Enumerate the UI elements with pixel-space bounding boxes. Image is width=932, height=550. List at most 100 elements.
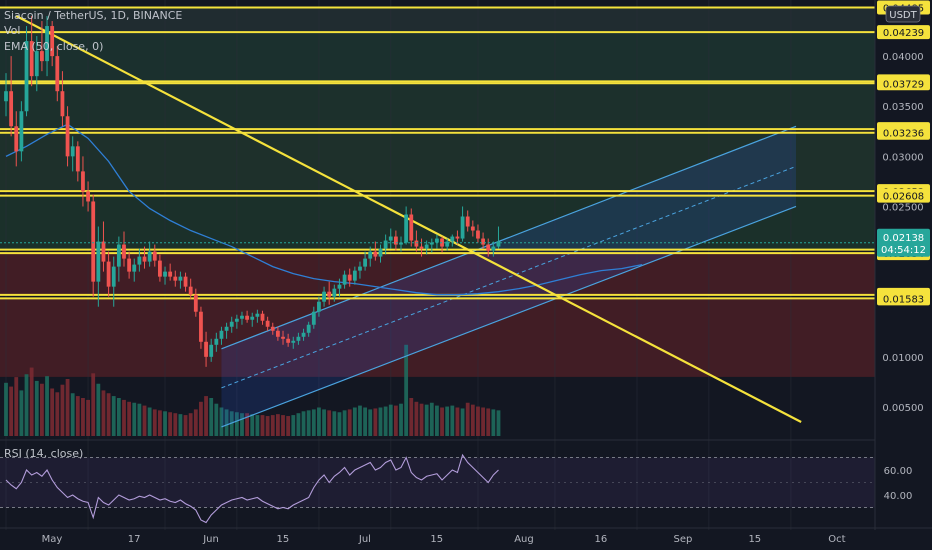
candle-body <box>137 256 142 265</box>
candle-body <box>132 264 137 272</box>
candle-body <box>435 238 439 243</box>
current-price-badge <box>877 228 930 257</box>
volume-bar <box>460 408 465 436</box>
candle-body <box>465 216 470 227</box>
volume-bar <box>404 344 409 436</box>
price-tick-label: 0.03000 <box>882 152 923 163</box>
time-tick-label: Jul <box>358 534 371 545</box>
candle-body <box>476 230 480 239</box>
candle-body <box>101 241 106 262</box>
currency-badge-label: USDT <box>889 10 917 21</box>
candle-body <box>173 276 178 281</box>
candle-body <box>496 241 501 247</box>
candle-body <box>55 56 60 92</box>
time-tick-label: 15 <box>430 534 443 545</box>
volume-bar <box>183 415 188 436</box>
volume-bar <box>373 408 378 436</box>
volume-bar <box>234 412 239 436</box>
candle-body <box>127 258 132 272</box>
time-axis[interactable]: May 17 Jun 15 Jul 15 Aug 16 Sep 15 Oct <box>0 527 932 545</box>
volume-bar <box>34 380 39 436</box>
candle-body <box>147 251 152 262</box>
volume-bar <box>127 401 132 436</box>
candle-body <box>286 338 291 343</box>
candle-body <box>106 261 111 287</box>
volume-bar <box>45 376 49 436</box>
volume-bar <box>450 405 455 436</box>
candle-body <box>168 271 173 277</box>
time-tick-label: Sep <box>674 534 693 545</box>
volume-bar <box>301 411 306 436</box>
volume-bar <box>260 415 265 436</box>
volume-bars <box>4 344 501 436</box>
candle-body <box>224 326 229 331</box>
candle-body <box>234 318 239 322</box>
candle-body <box>204 341 208 357</box>
volume-bar <box>393 405 398 436</box>
candle-body <box>142 256 147 262</box>
volume-bar <box>363 407 367 436</box>
horizontal-levels[interactable] <box>0 6 875 300</box>
volume-bar <box>96 383 101 436</box>
candle-body <box>183 276 188 287</box>
volume-bar <box>322 409 326 436</box>
level-badge-0.03236 <box>877 125 930 140</box>
volume-bar <box>173 413 178 436</box>
volume-bar <box>204 396 208 436</box>
volume-bar <box>70 393 75 436</box>
price-tick-label: 0.00500 <box>882 403 923 414</box>
candle-body <box>404 214 409 243</box>
volume-bar <box>296 413 301 436</box>
candle-body <box>409 214 414 241</box>
candle-body <box>429 242 434 245</box>
volume-bar <box>40 383 44 436</box>
volume-bar <box>291 415 296 436</box>
candle-body <box>455 236 460 239</box>
volume-bar <box>193 409 198 436</box>
candle-body <box>352 270 357 281</box>
volume-bar <box>311 409 316 436</box>
volume-bar <box>116 398 121 436</box>
candle-body <box>337 284 342 289</box>
candle-body <box>158 260 162 277</box>
candle-body <box>342 274 347 285</box>
candle-body <box>440 238 444 247</box>
candle-body <box>75 146 80 172</box>
level-badge-0.04239 <box>877 25 930 40</box>
price-zones <box>0 7 875 377</box>
level-label-0.04239: 0.04239 <box>883 28 924 39</box>
volume-bar <box>81 398 85 436</box>
volume-bar <box>199 401 203 436</box>
volume-bar <box>29 367 34 436</box>
level-badge-0.03729 <box>877 76 930 91</box>
candle-body <box>399 242 403 245</box>
volume-bar <box>378 407 383 436</box>
volume-bar <box>409 398 414 436</box>
time-tick-label: 15 <box>276 534 289 545</box>
candle-body <box>209 344 214 357</box>
candle-body <box>450 236 455 242</box>
level-badge-0.02608 <box>877 188 930 203</box>
trendline[interactable] <box>15 15 802 423</box>
candle-body <box>111 266 116 287</box>
candle-body <box>214 338 219 345</box>
rsi-tick-label: 40.00 <box>884 491 913 502</box>
price-tick-label: 0.03500 <box>882 102 923 113</box>
candle-body <box>358 266 362 271</box>
volume-bar <box>383 406 388 436</box>
level-badge-0.01583 <box>877 291 930 306</box>
time-tick-label: 15 <box>748 534 761 545</box>
candle-body <box>60 91 65 117</box>
candle-body <box>122 244 126 259</box>
candle-body <box>322 291 326 302</box>
candle-body <box>250 316 255 320</box>
candle-body <box>347 274 352 281</box>
volume-bar <box>55 392 60 436</box>
volume-bar <box>368 409 373 436</box>
volume-bar <box>168 412 173 436</box>
candle-body <box>486 244 491 251</box>
time-tick-label: Aug <box>514 534 534 545</box>
volume-bar <box>352 407 357 436</box>
